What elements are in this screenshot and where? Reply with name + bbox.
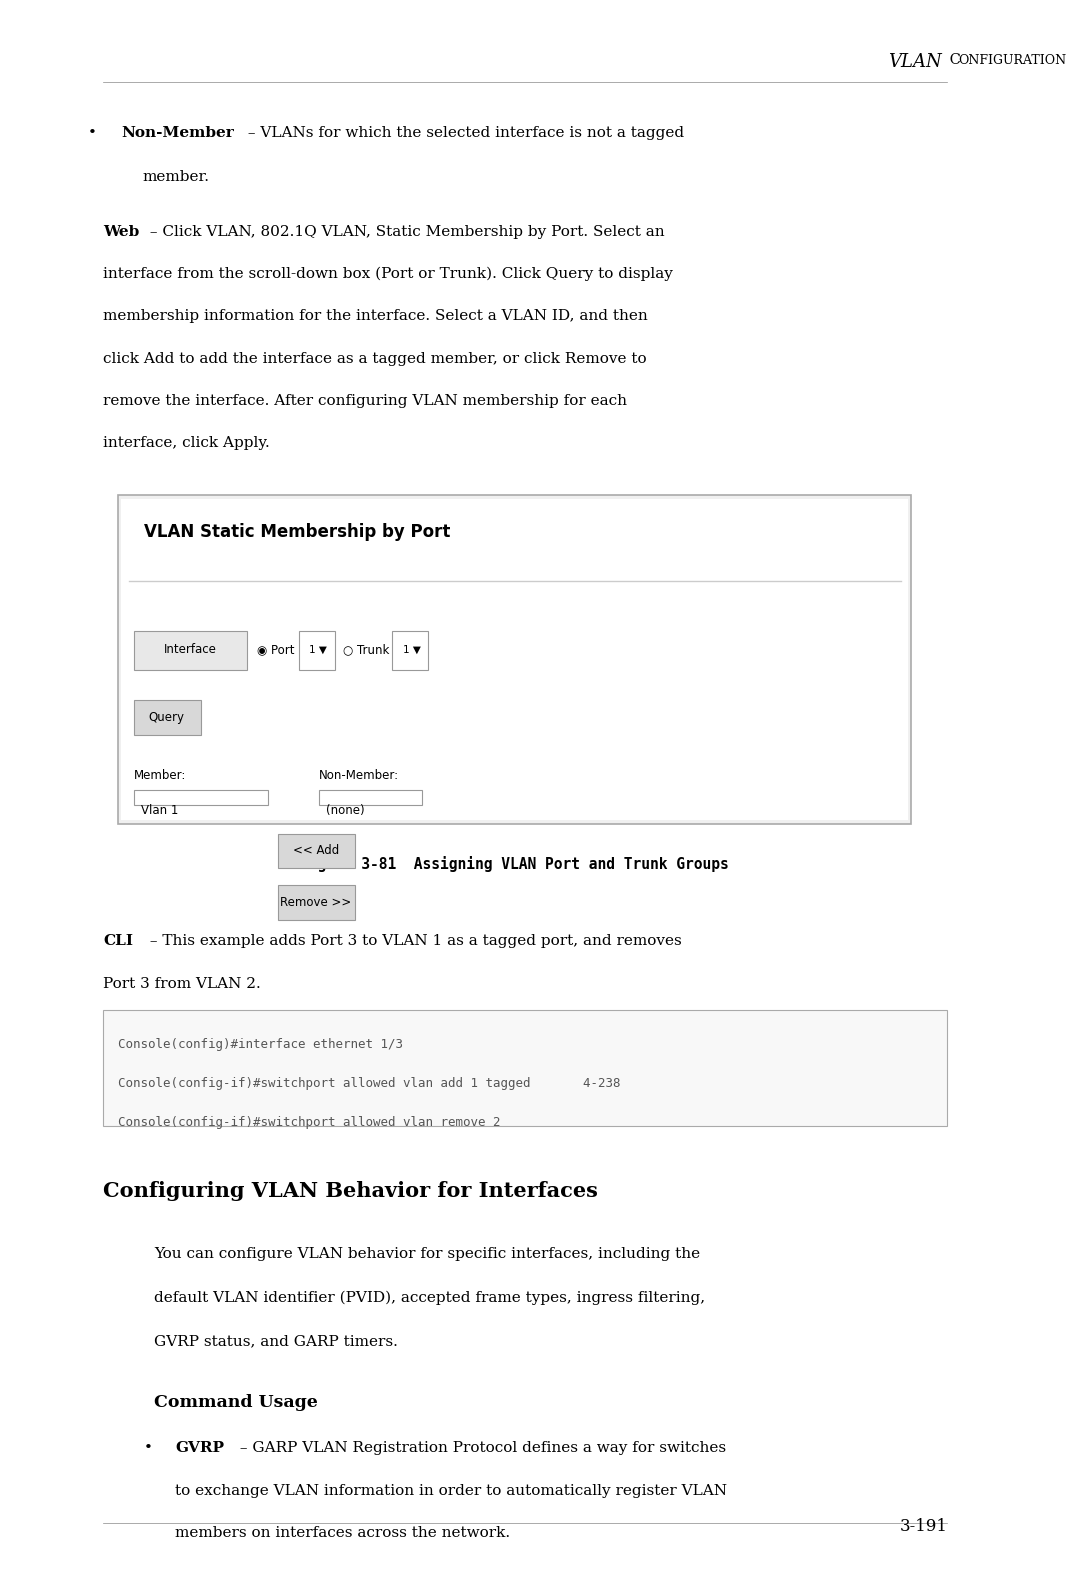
Text: Web: Web [103, 225, 139, 239]
Text: C: C [945, 53, 961, 68]
Text: to exchange VLAN information in order to automatically register VLAN: to exchange VLAN information in order to… [175, 1484, 727, 1498]
Text: You can configure VLAN behavior for specific interfaces, including the: You can configure VLAN behavior for spec… [154, 1247, 701, 1261]
Text: Configuring VLAN Behavior for Interfaces: Configuring VLAN Behavior for Interfaces [103, 1181, 598, 1201]
Text: remove the interface. After configuring VLAN membership for each: remove the interface. After configuring … [103, 394, 627, 408]
Text: VLAN: VLAN [889, 53, 942, 71]
Text: Interface: Interface [164, 644, 217, 656]
Text: interface from the scroll-down box (Port or Trunk). Click Query to display: interface from the scroll-down box (Port… [103, 267, 673, 281]
Text: ONFIGURATION: ONFIGURATION [959, 53, 1067, 68]
Text: GVRP: GVRP [175, 1441, 224, 1455]
Text: Vlan 1: Vlan 1 [141, 804, 178, 816]
FancyBboxPatch shape [121, 499, 908, 820]
Text: •: • [87, 126, 96, 140]
FancyBboxPatch shape [134, 700, 201, 735]
Text: 1 ▼: 1 ▼ [403, 645, 420, 655]
Text: Figure 3-81  Assigning VLAN Port and Trunk Groups: Figure 3-81 Assigning VLAN Port and Trun… [300, 856, 729, 871]
Text: member.: member. [143, 170, 210, 184]
FancyBboxPatch shape [298, 631, 335, 670]
Text: membership information for the interface. Select a VLAN ID, and then: membership information for the interface… [103, 309, 648, 323]
Text: Port 3 from VLAN 2.: Port 3 from VLAN 2. [103, 977, 260, 991]
Text: Member:: Member: [134, 769, 186, 782]
Text: Console(config-if)#switchport allowed vlan remove 2: Console(config-if)#switchport allowed vl… [119, 1116, 501, 1129]
Text: Query: Query [149, 711, 185, 724]
Text: (none): (none) [326, 804, 365, 816]
FancyBboxPatch shape [119, 495, 912, 824]
FancyBboxPatch shape [320, 790, 422, 805]
Text: GVRP status, and GARP timers.: GVRP status, and GARP timers. [154, 1334, 399, 1349]
Text: Remove >>: Remove >> [281, 896, 352, 909]
FancyBboxPatch shape [103, 1010, 947, 1126]
Text: – Click VLAN, 802.1Q VLAN, Static Membership by Port. Select an: – Click VLAN, 802.1Q VLAN, Static Member… [145, 225, 665, 239]
Text: VLAN Static Membership by Port: VLAN Static Membership by Port [144, 523, 450, 540]
Text: members on interfaces across the network.: members on interfaces across the network… [175, 1526, 510, 1540]
Text: Console(config)#interface ethernet 1/3: Console(config)#interface ethernet 1/3 [119, 1038, 404, 1050]
Text: •: • [144, 1441, 153, 1455]
Text: 3-191: 3-191 [900, 1518, 947, 1535]
Text: CLI: CLI [103, 934, 133, 948]
FancyBboxPatch shape [134, 631, 247, 670]
Text: Console(config-if)#switchport allowed vlan add 1 tagged       4-238: Console(config-if)#switchport allowed vl… [119, 1077, 621, 1090]
FancyBboxPatch shape [278, 834, 355, 868]
Text: Non-Member:: Non-Member: [320, 769, 400, 782]
Text: click Add to add the interface as a tagged member, or click Remove to: click Add to add the interface as a tagg… [103, 352, 647, 366]
Text: Non-Member: Non-Member [121, 126, 234, 140]
Text: 1 ▼: 1 ▼ [309, 645, 327, 655]
Text: interface, click Apply.: interface, click Apply. [103, 436, 270, 451]
Text: Command Usage: Command Usage [154, 1394, 319, 1411]
FancyBboxPatch shape [392, 631, 429, 670]
Text: – VLANs for which the selected interface is not a tagged: – VLANs for which the selected interface… [243, 126, 684, 140]
Text: – This example adds Port 3 to VLAN 1 as a tagged port, and removes: – This example adds Port 3 to VLAN 1 as … [145, 934, 681, 948]
Text: default VLAN identifier (PVID), accepted frame types, ingress filtering,: default VLAN identifier (PVID), accepted… [154, 1291, 705, 1305]
FancyBboxPatch shape [278, 885, 355, 920]
Text: << Add: << Add [293, 845, 339, 857]
Text: ○ Trunk: ○ Trunk [342, 644, 389, 656]
Text: ◉ Port: ◉ Port [257, 644, 295, 656]
FancyBboxPatch shape [134, 790, 268, 805]
Text: – GARP VLAN Registration Protocol defines a way for switches: – GARP VLAN Registration Protocol define… [234, 1441, 726, 1455]
